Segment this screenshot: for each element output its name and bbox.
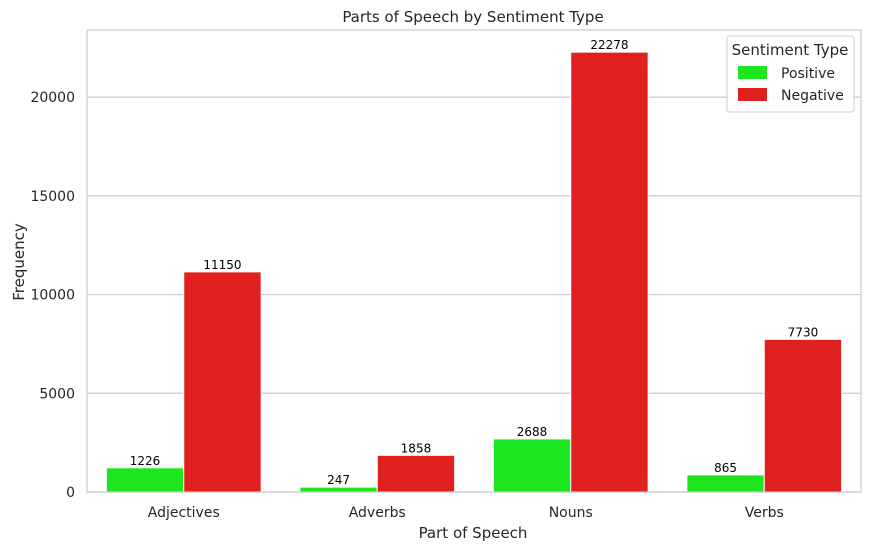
legend-swatch-positive xyxy=(738,66,767,79)
legend-label: Negative xyxy=(781,88,844,104)
bar-positive-verbs xyxy=(686,474,765,493)
x-axis-title: Part of Speech xyxy=(419,524,528,542)
data-label: 247 xyxy=(327,473,350,487)
y-axis-title: Frequency xyxy=(10,223,28,301)
bar-positive-adverbs xyxy=(299,486,378,493)
data-labels: 1226 11150 247 1858 2688 22278 865 7730 xyxy=(130,38,818,487)
y-tick-label: 10000 xyxy=(30,288,75,304)
bar-negative-nouns xyxy=(570,51,649,493)
x-tick-label: Nouns xyxy=(549,505,593,521)
x-tick-label: Adverbs xyxy=(349,505,406,521)
data-label: 1858 xyxy=(401,441,432,455)
y-tick-labels: 0 5000 10000 15000 20000 xyxy=(30,90,75,501)
bar-positive-adjectives xyxy=(105,467,185,493)
bar-negative-adjectives xyxy=(183,271,262,493)
data-label: 22278 xyxy=(590,38,628,52)
y-tick-label: 0 xyxy=(66,485,75,501)
legend-swatch-negative xyxy=(738,88,767,101)
bars xyxy=(105,51,843,493)
data-label: 865 xyxy=(714,461,737,475)
chart-title: Parts of Speech by Sentiment Type xyxy=(342,8,603,26)
legend-title: Sentiment Type xyxy=(732,41,849,59)
x-tick-label: Adjectives xyxy=(148,505,220,521)
bar-negative-verbs xyxy=(763,338,843,493)
y-tick-label: 20000 xyxy=(30,90,75,106)
data-label: 2688 xyxy=(517,425,548,439)
bar-positive-nouns xyxy=(492,438,572,493)
x-tick-label: Verbs xyxy=(745,505,784,521)
data-label: 7730 xyxy=(788,325,819,339)
plot-frame xyxy=(86,29,862,493)
data-label: 1226 xyxy=(130,454,161,468)
bar-negative-adverbs xyxy=(376,454,456,493)
data-label: 11150 xyxy=(203,258,241,272)
x-tick-labels: Adjectives Adverbs Nouns Verbs xyxy=(148,505,784,521)
y-tick-label: 5000 xyxy=(39,386,75,402)
legend-label: Positive xyxy=(781,66,835,82)
legend: Sentiment Type Positive Negative xyxy=(726,35,855,113)
y-tick-label: 15000 xyxy=(30,189,75,205)
